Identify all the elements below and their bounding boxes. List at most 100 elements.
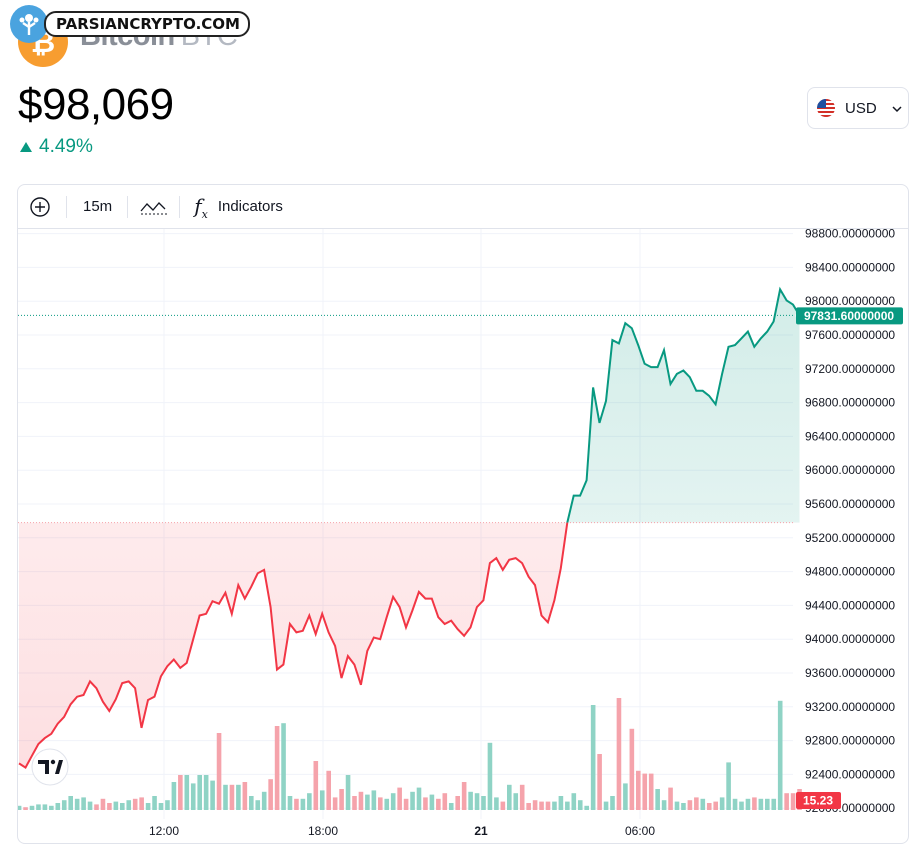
volume-bar <box>300 798 306 810</box>
indicators-button[interactable]: fx Indicators <box>194 193 283 221</box>
volume-bar <box>745 798 751 810</box>
interval-button[interactable]: 15m <box>83 198 112 215</box>
volume-bar <box>390 793 396 810</box>
volume-label-bg <box>796 792 841 809</box>
volume-bar <box>81 797 86 810</box>
interval-label: 15m <box>83 198 113 215</box>
volume-bar <box>68 796 73 810</box>
volume-bar <box>294 798 299 810</box>
y-axis-label: 96000.00000000 <box>805 463 895 477</box>
volume-bar <box>461 782 467 810</box>
chart-style-button[interactable] <box>140 197 168 217</box>
volume-bar <box>507 784 512 810</box>
volume-bar <box>777 700 783 810</box>
volume-bar <box>42 804 48 810</box>
volume-bar <box>326 770 331 810</box>
volume-bar <box>455 796 460 810</box>
volume-bar <box>513 793 519 810</box>
chart-panel: 15m fx Indicators 12:00 18:00 21 06:00 98800… <box>17 184 909 844</box>
volume-bar <box>474 793 480 810</box>
volume-bar <box>674 801 680 810</box>
volume-bar <box>352 796 357 810</box>
volume-bar <box>584 805 589 810</box>
volume-bar <box>190 783 196 810</box>
volume-bar <box>642 773 648 810</box>
y-axis-label: 93600.00000000 <box>805 666 895 680</box>
volume-bar <box>519 784 525 810</box>
volume-bar <box>49 805 54 810</box>
volume-bar <box>706 803 712 810</box>
y-axis-label: 97600.00000000 <box>805 328 895 342</box>
volume-bar <box>636 770 641 810</box>
x-axis-label: 12:00 <box>149 824 179 838</box>
volume-bar <box>378 797 383 810</box>
volume-bar <box>571 793 577 810</box>
volume-bar <box>100 798 106 810</box>
watermark-logo-icon <box>10 5 48 43</box>
volume-bar <box>629 728 635 810</box>
toolbar-divider <box>66 195 67 218</box>
add-symbol-button[interactable] <box>29 196 51 218</box>
price-area-up <box>567 289 800 523</box>
y-axis-label: 94400.00000000 <box>805 598 895 612</box>
y-axis-label: 92800.00000000 <box>805 734 895 748</box>
volume-bar <box>590 705 596 810</box>
price-area-down <box>19 522 800 768</box>
volume-bar <box>261 791 267 810</box>
volume-bar <box>158 803 164 810</box>
volume-bar <box>113 801 119 810</box>
volume-bar <box>229 784 235 810</box>
volume-bar <box>178 775 183 810</box>
volume-bar <box>126 800 132 810</box>
volume-bar <box>616 698 622 810</box>
volume-bar <box>223 784 228 810</box>
volume-bar <box>565 801 570 810</box>
volume-bar <box>481 796 486 810</box>
volume-bar <box>319 790 325 810</box>
y-axis-label: 93200.00000000 <box>805 700 895 714</box>
volume-bar <box>287 796 293 810</box>
volume-bar <box>765 798 770 810</box>
watermark-text: PARSIANCRYPTO.COM <box>44 11 250 37</box>
volume-bar <box>345 775 351 810</box>
volume-bar <box>197 775 202 810</box>
toolbar-divider <box>179 195 181 218</box>
x-axis-label: 18:00 <box>308 824 338 838</box>
volume-bar <box>539 801 544 810</box>
volume-bar <box>242 782 248 810</box>
volume-bar <box>713 801 718 810</box>
price-change-percent: 4.49% <box>39 136 93 157</box>
chevron-down-icon <box>891 100 903 117</box>
volume-bar <box>61 800 67 810</box>
volume-bar <box>152 796 157 810</box>
volume-bar <box>332 797 338 810</box>
y-axis-label: 96800.00000000 <box>805 396 895 410</box>
volume-bar <box>339 789 344 810</box>
price-line-up <box>566 286 801 523</box>
volume-bar <box>145 803 151 810</box>
volume-bar <box>429 794 435 810</box>
function-icon: fx <box>194 193 208 221</box>
up-arrow-icon <box>20 142 32 152</box>
price-change: 4.49% <box>20 136 93 158</box>
volume-bar <box>249 796 254 810</box>
volume-bar <box>558 796 564 810</box>
price-chart[interactable]: 12:00 18:00 21 06:00 98800.00000000 98400.000… <box>18 229 908 841</box>
last-price-label-bg <box>796 307 903 325</box>
volume-bar <box>719 797 725 810</box>
volume-bar <box>184 775 190 810</box>
volume-bar <box>365 794 370 810</box>
y-axis-label: 98000.00000000 <box>805 294 895 308</box>
currency-selector[interactable]: USD <box>807 87 909 129</box>
volume-bar <box>694 797 699 810</box>
volume-bar <box>132 798 138 810</box>
volume-bar <box>18 805 22 810</box>
toolbar-divider <box>127 195 129 218</box>
y-axis-label: 94000.00000000 <box>805 632 895 646</box>
volume-bar <box>648 773 654 810</box>
tradingview-logo-icon[interactable] <box>31 748 69 786</box>
volume-bar <box>23 807 28 810</box>
volume-bar <box>29 805 35 810</box>
volume-bar <box>597 754 602 810</box>
chart-toolbar: 15m fx Indicators <box>18 185 908 229</box>
